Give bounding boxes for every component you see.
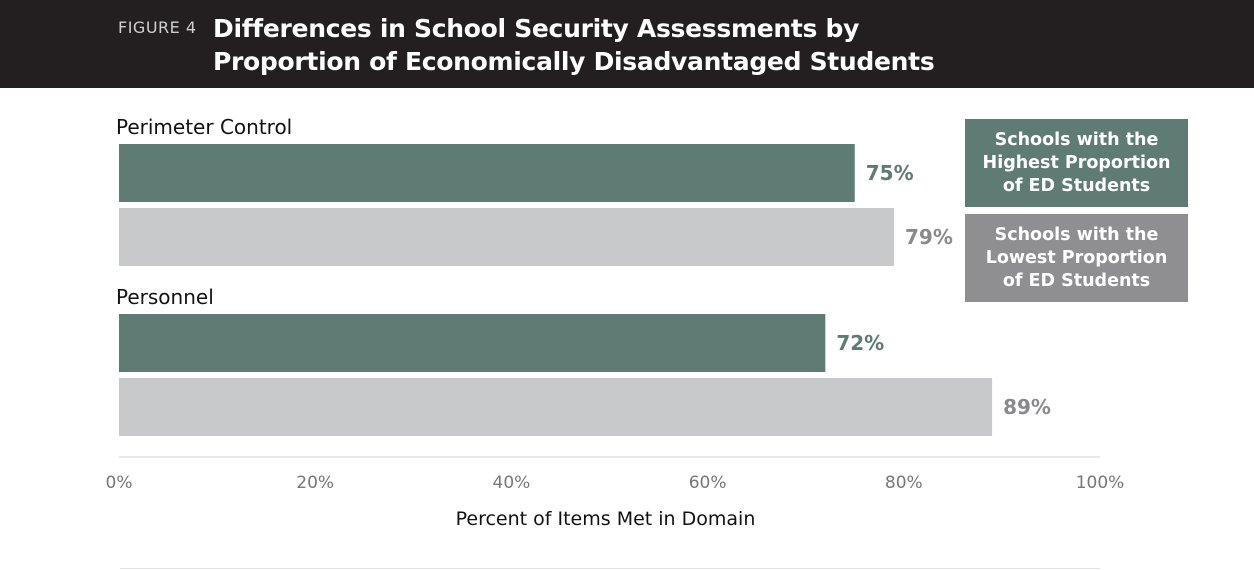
bar-high-ed bbox=[119, 314, 826, 372]
x-tick-label: 60% bbox=[689, 473, 727, 493]
data-label: 75% bbox=[866, 161, 914, 185]
legend-high-ed-label: Schools with the Highest Proportion of E… bbox=[982, 129, 1171, 196]
x-tick-label: 80% bbox=[885, 473, 923, 493]
bar-chart: Perimeter Control 75% 79% Personnel 72% 89% 0%… bbox=[106, 115, 1125, 530]
bottom-divider bbox=[120, 568, 1100, 569]
figure-title: Differences in School Security Assessmen… bbox=[213, 14, 935, 76]
x-tick-label: 0% bbox=[106, 473, 133, 493]
bar-high-ed bbox=[119, 144, 855, 202]
bar-low-ed bbox=[119, 378, 993, 436]
data-label: 79% bbox=[905, 225, 953, 249]
legend-low-ed: Schools with the Lowest Proportion of ED… bbox=[965, 214, 1188, 302]
legend-high-ed: Schools with the Highest Proportion of E… bbox=[965, 119, 1188, 207]
legend-low-ed-label: Schools with the Lowest Proportion of ED… bbox=[985, 224, 1168, 291]
x-tick-label: 100% bbox=[1076, 473, 1125, 493]
bar-low-ed bbox=[119, 208, 894, 266]
data-label: 89% bbox=[1003, 395, 1051, 419]
data-label: 72% bbox=[836, 331, 884, 355]
category-label: Personnel bbox=[116, 285, 214, 309]
category-label: Perimeter Control bbox=[116, 115, 292, 139]
figure-header: FIGURE 4 Differences in School Security … bbox=[0, 0, 1254, 88]
x-tick-label: 40% bbox=[493, 473, 531, 493]
x-axis-title: Percent of Items Met in Domain bbox=[456, 508, 756, 530]
figure-label: FIGURE 4 bbox=[118, 18, 197, 37]
x-tick-label: 20% bbox=[296, 473, 334, 493]
